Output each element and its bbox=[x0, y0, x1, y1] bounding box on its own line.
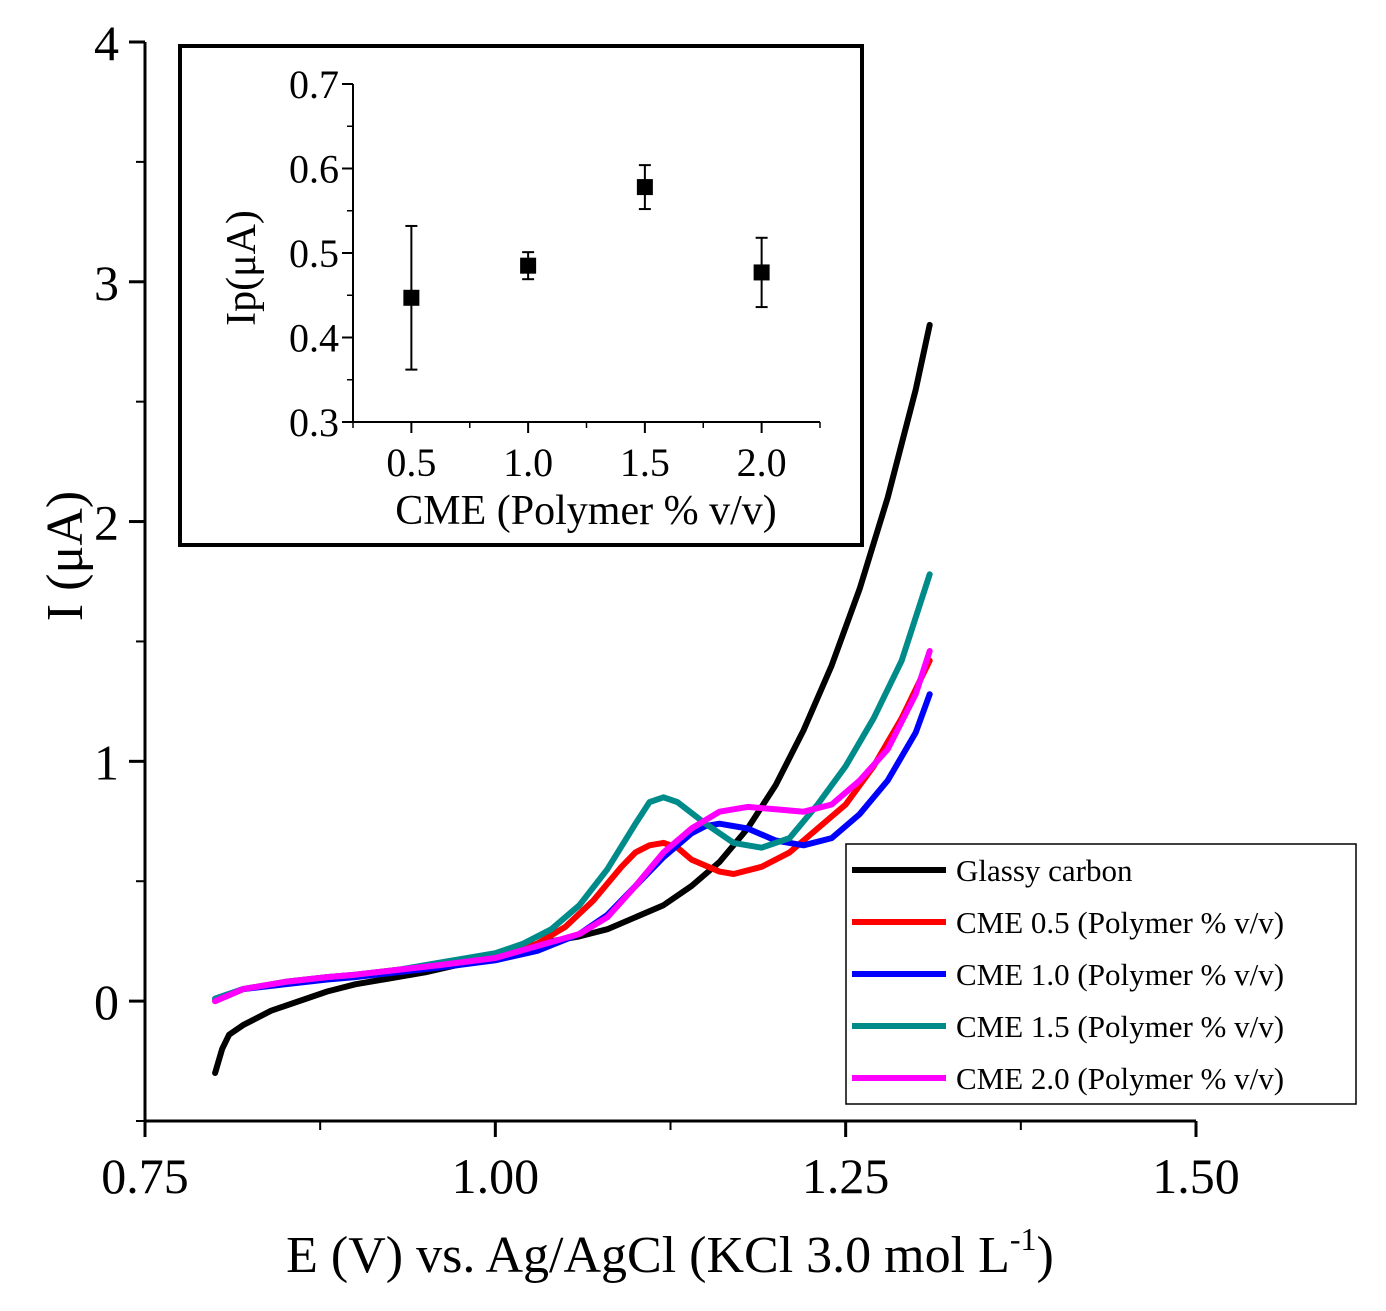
main-x-axis-title: E (V) vs. Ag/AgCl (KCl 3.0 mol L-1) bbox=[286, 1221, 1054, 1284]
inset-point-3 bbox=[636, 179, 653, 196]
main-y-tick-label: 4 bbox=[94, 15, 119, 71]
main-y-axis-title: I (μA) bbox=[37, 491, 94, 621]
inset-x-axis-title: CME (Polymer % v/v) bbox=[395, 488, 776, 534]
legend: Glassy carbon CME 0.5 (Polymer % v/v) CME … bbox=[845, 843, 1357, 1105]
series-line-2 bbox=[212, 657, 933, 1005]
inset-x-tick-label: 2.0 bbox=[737, 440, 787, 485]
main-y-tick-label: 1 bbox=[94, 734, 119, 790]
main-x-tick-label: 1.25 bbox=[802, 1148, 890, 1204]
inset-x-tick-label: 0.5 bbox=[386, 440, 436, 485]
main-y-tick-label: 0 bbox=[94, 974, 119, 1030]
inset-x-tick-label: 1.0 bbox=[503, 440, 553, 485]
legend-label-5: CME 2.0 (Polymer % v/v) bbox=[956, 1061, 1284, 1096]
main-y-tick-label: 2 bbox=[94, 495, 119, 551]
legend-label-3: CME 1.0 (Polymer % v/v) bbox=[956, 957, 1284, 992]
inset-y-tick-label: 0.3 bbox=[289, 400, 339, 445]
main-x-tick-label: 1.50 bbox=[1152, 1148, 1240, 1204]
series-line-5 bbox=[212, 648, 933, 1005]
inset-y-tick-label: 0.4 bbox=[289, 316, 339, 361]
inset-point-1 bbox=[403, 289, 420, 306]
series-line-3 bbox=[212, 691, 933, 1002]
inset-points-group bbox=[403, 164, 770, 371]
legend-items-group: Glassy carbon CME 0.5 (Polymer % v/v) CME … bbox=[852, 853, 1284, 1096]
inset-y-axis-title: Ip(μA) bbox=[219, 210, 265, 326]
inset-x-tick-label: 1.5 bbox=[620, 440, 670, 485]
legend-label-2: CME 0.5 (Polymer % v/v) bbox=[956, 905, 1284, 940]
legend-label-4: CME 1.5 (Polymer % v/v) bbox=[956, 1009, 1284, 1044]
main-y-tick-label: 3 bbox=[94, 255, 119, 311]
inset-y-tick-label: 0.6 bbox=[289, 147, 339, 192]
main-chart: 0.75 1.00 1.25 1.50 0 1 2 3 4 E (V) vs. Ag/AgCl … bbox=[37, 15, 1240, 1284]
main-x-tick-label: 1.00 bbox=[452, 1148, 540, 1204]
inset-y-tick-label: 0.7 bbox=[289, 62, 339, 107]
legend-label-1: Glassy carbon bbox=[956, 853, 1133, 888]
inset-point-4 bbox=[753, 264, 770, 281]
inset-y-tick-label: 0.5 bbox=[289, 231, 339, 276]
main-series-group bbox=[212, 321, 933, 1076]
inset-point-2 bbox=[520, 257, 537, 274]
inset-chart: 0.5 1.0 1.5 2.0 0.3 0.4 0.5 0.6 0.7 CME (Polymer… bbox=[178, 44, 864, 547]
inset-frame bbox=[178, 44, 864, 547]
main-ticks-group: 0.75 1.00 1.25 1.50 0 1 2 3 4 bbox=[94, 15, 1240, 1204]
main-x-tick-label: 0.75 bbox=[101, 1148, 189, 1204]
inset-ticks-group: 0.5 1.0 1.5 2.0 0.3 0.4 0.5 0.6 0.7 bbox=[289, 62, 821, 485]
